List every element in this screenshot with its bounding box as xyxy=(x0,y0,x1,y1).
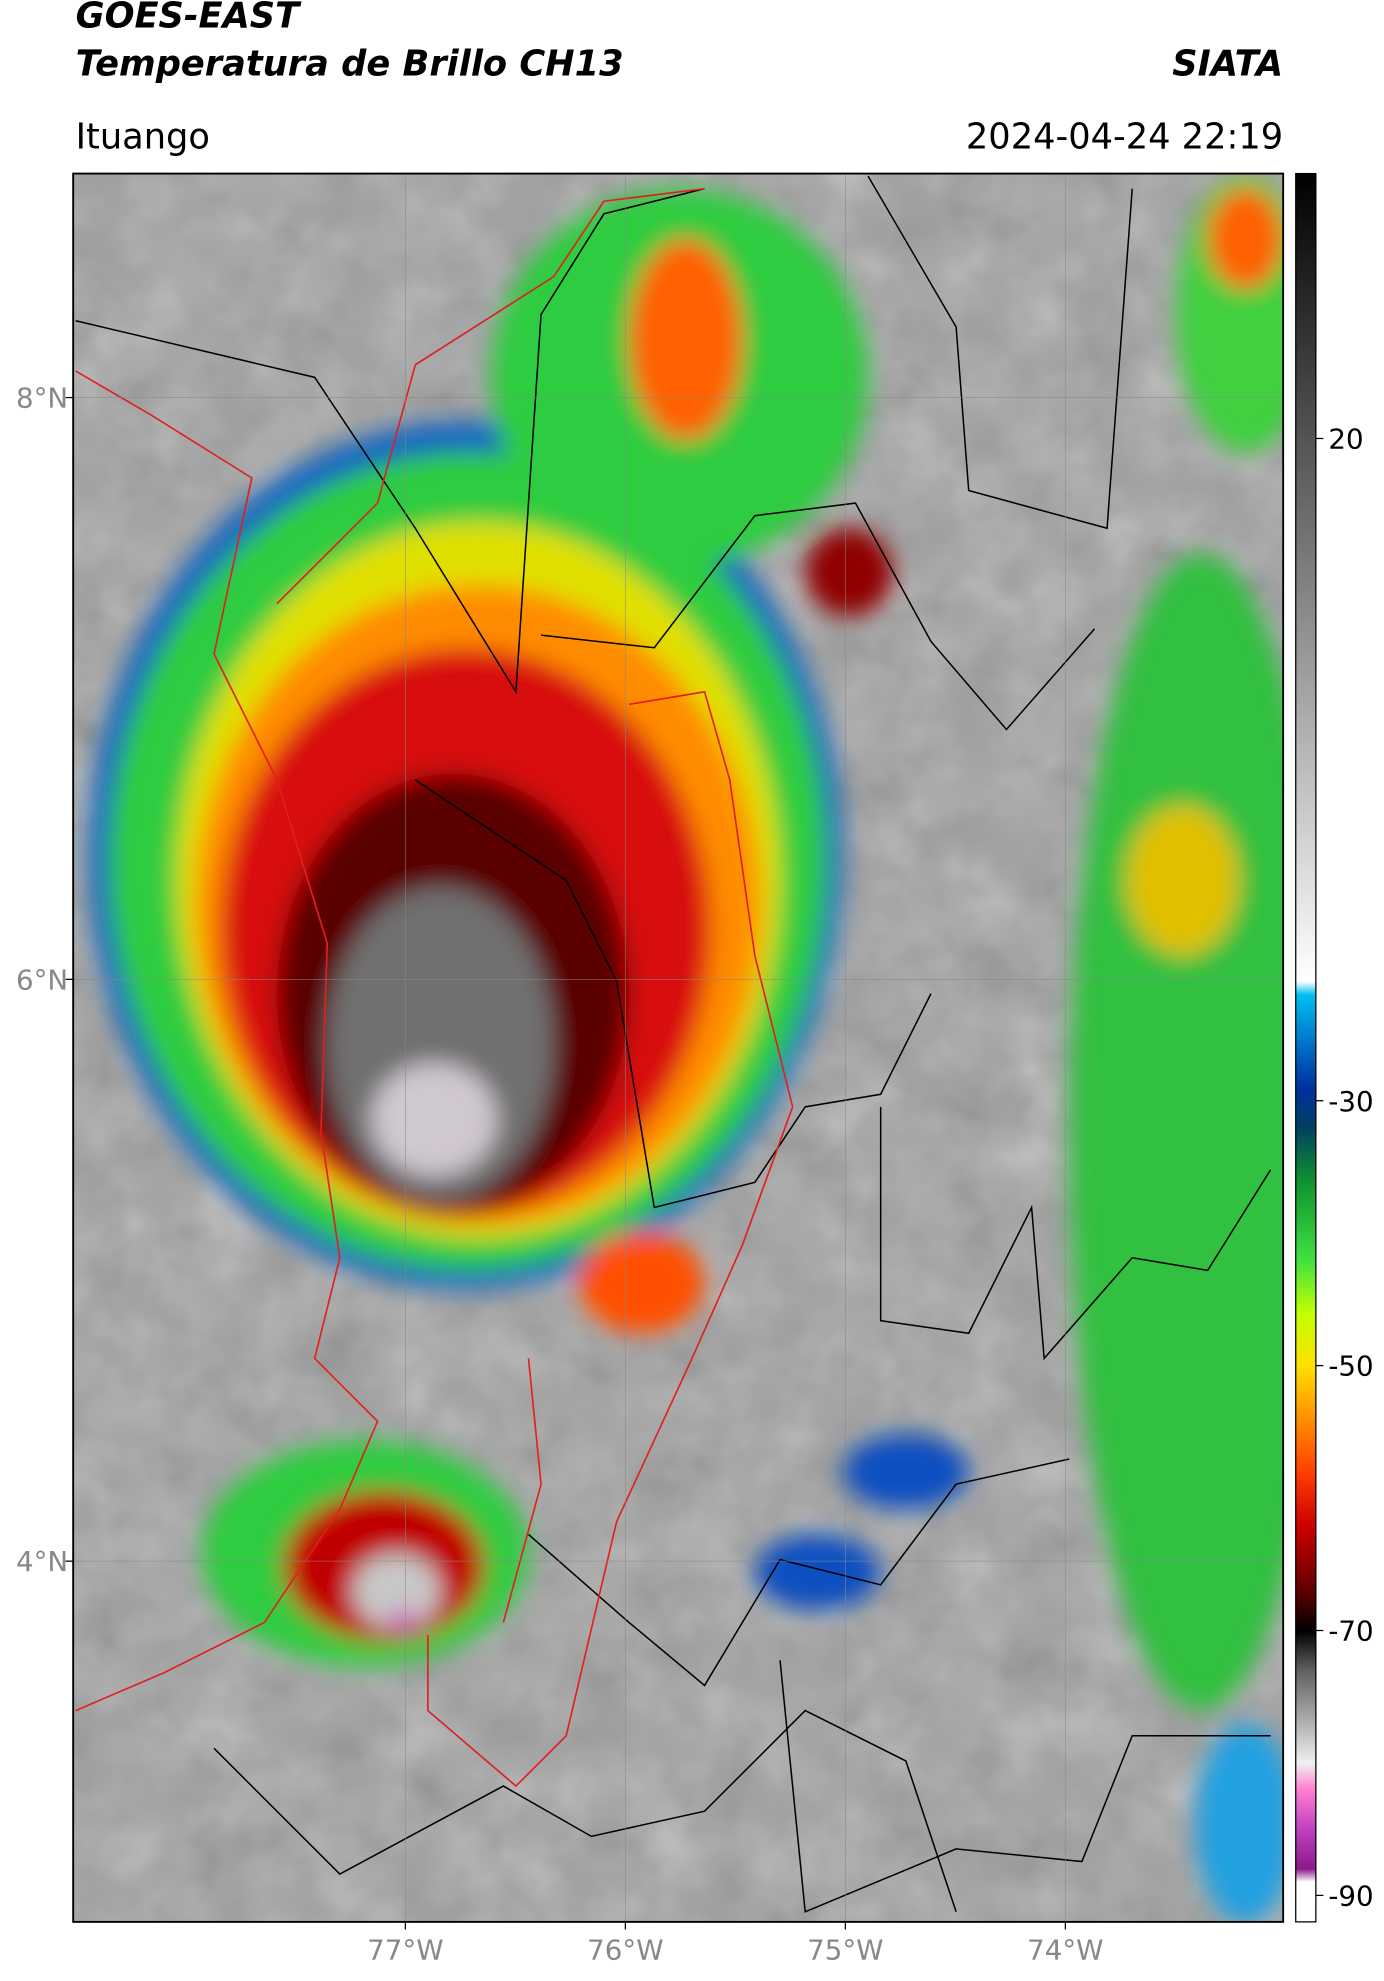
dept-border xyxy=(502,1358,542,1623)
border xyxy=(213,1709,957,1913)
cloud-east-yellow xyxy=(1125,804,1240,956)
y-tick-label: 4°N xyxy=(16,1545,68,1578)
source: SIATA xyxy=(1172,43,1283,84)
border xyxy=(414,779,932,1209)
y-tick-label: 6°N xyxy=(16,963,68,996)
border xyxy=(867,175,1133,530)
cloud-east xyxy=(1069,553,1284,1711)
datetime: 2024-04-24 22:19 xyxy=(966,116,1283,157)
cloud-south-core xyxy=(352,1553,441,1629)
coast xyxy=(276,187,705,605)
cloud-south-pink xyxy=(392,1607,413,1633)
cloud-north-orange xyxy=(629,238,743,441)
dept-border xyxy=(427,690,794,1788)
border xyxy=(779,1660,1271,1913)
cloud-cyan xyxy=(1195,1723,1284,1922)
colorbar-tick-label: -90 xyxy=(1328,1879,1373,1912)
border xyxy=(540,502,1096,731)
colorbar-tick-label: -70 xyxy=(1328,1615,1373,1648)
map-area xyxy=(73,173,1284,1922)
coast xyxy=(75,370,379,1712)
borders xyxy=(75,175,1272,1913)
border xyxy=(75,187,705,695)
border xyxy=(879,1106,1272,1361)
map-frame xyxy=(72,172,1285,1923)
x-tick-label: 76°W xyxy=(587,1934,663,1967)
x-tick-label: 75°W xyxy=(807,1934,883,1967)
location: Ituango xyxy=(76,116,210,157)
graticule xyxy=(73,173,1284,1922)
colorbar-tick-label: -50 xyxy=(1328,1350,1373,1383)
cloud-cell xyxy=(805,528,894,617)
colorbar-tick-label: -30 xyxy=(1328,1085,1373,1118)
cloud-blue xyxy=(842,1433,969,1510)
x-tick-label: 74°W xyxy=(1027,1934,1103,1967)
coastline xyxy=(75,187,794,1788)
border xyxy=(527,1458,1070,1687)
cloud-blue xyxy=(754,1534,881,1610)
x-tick-label: 77°W xyxy=(367,1934,443,1967)
colorbar-tick-label: 20 xyxy=(1328,423,1363,456)
subtitle: Temperatura de Brillo CH13 xyxy=(76,43,624,84)
colorbar xyxy=(1295,172,1317,1923)
cloud-core-light xyxy=(371,1062,498,1177)
cloud-tops xyxy=(88,176,1284,1922)
cloud-cell xyxy=(578,1232,705,1334)
title: GOES-EAST xyxy=(76,0,302,37)
cloud-ne-orange xyxy=(1207,188,1284,290)
y-tick-label: 8°N xyxy=(16,382,68,415)
